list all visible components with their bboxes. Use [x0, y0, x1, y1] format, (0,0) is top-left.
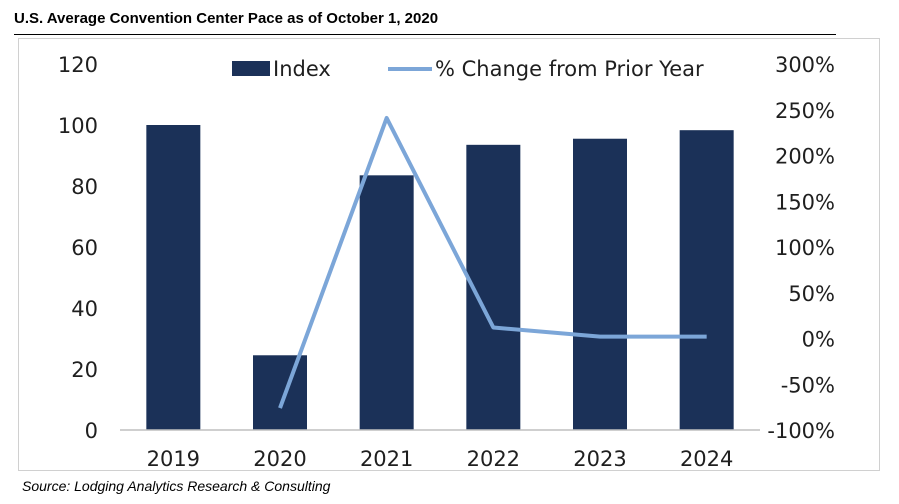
line-series-pct-change	[278, 115, 707, 409]
y-left-tick-labels: 0 20 40 60 80 100 120	[58, 53, 98, 443]
title-underline	[14, 34, 836, 35]
y-left-tick: 20	[71, 358, 98, 382]
y-right-tick: 0%	[802, 328, 835, 352]
bar-2022	[466, 144, 521, 430]
y-right-tick: 200%	[775, 145, 835, 169]
x-tick: 2023	[573, 447, 626, 471]
chart-title: U.S. Average Convention Center Pace as o…	[14, 10, 439, 27]
y-right-tick-labels: -100% -50% 0% 50% 100% 150% 200% 250% 300%	[767, 53, 835, 443]
legend-label-index: Index	[273, 57, 331, 81]
source-note: Source: Lodging Analytics Research & Con…	[22, 478, 331, 494]
legend-swatch-index	[232, 61, 270, 76]
bar-2023	[573, 138, 627, 430]
x-tick: 2020	[253, 447, 306, 471]
chart-frame	[18, 38, 880, 471]
y-right-tick: -100%	[767, 419, 835, 443]
bar-series-index	[146, 125, 734, 430]
x-tick: 2022	[467, 447, 520, 471]
y-left-tick: 120	[58, 53, 98, 77]
y-left-tick: 0	[85, 419, 98, 443]
y-left-tick: 80	[71, 175, 98, 199]
x-tick: 2019	[147, 447, 200, 471]
y-right-tick: 150%	[775, 190, 835, 214]
x-tick: 2024	[680, 447, 733, 471]
legend-label-pct-change: % Change from Prior Year	[435, 57, 704, 81]
y-right-tick: 300%	[775, 53, 835, 77]
y-left-tick: 40	[71, 297, 98, 321]
legend: Index % Change from Prior Year	[232, 57, 704, 81]
bar-2019	[146, 125, 201, 430]
x-tick-labels: 2019 2020 2021 2022 2023 2024	[147, 447, 734, 471]
y-right-tick: 250%	[775, 99, 835, 123]
bar-2021	[359, 175, 414, 430]
y-right-tick: 100%	[775, 236, 835, 260]
bar-2020	[253, 355, 307, 430]
x-tick: 2021	[360, 447, 413, 471]
bar-2024	[679, 130, 734, 430]
y-right-tick: 50%	[788, 282, 835, 306]
y-right-tick: -50%	[781, 373, 835, 397]
y-left-tick: 100	[58, 114, 98, 138]
y-left-tick: 60	[71, 236, 98, 260]
